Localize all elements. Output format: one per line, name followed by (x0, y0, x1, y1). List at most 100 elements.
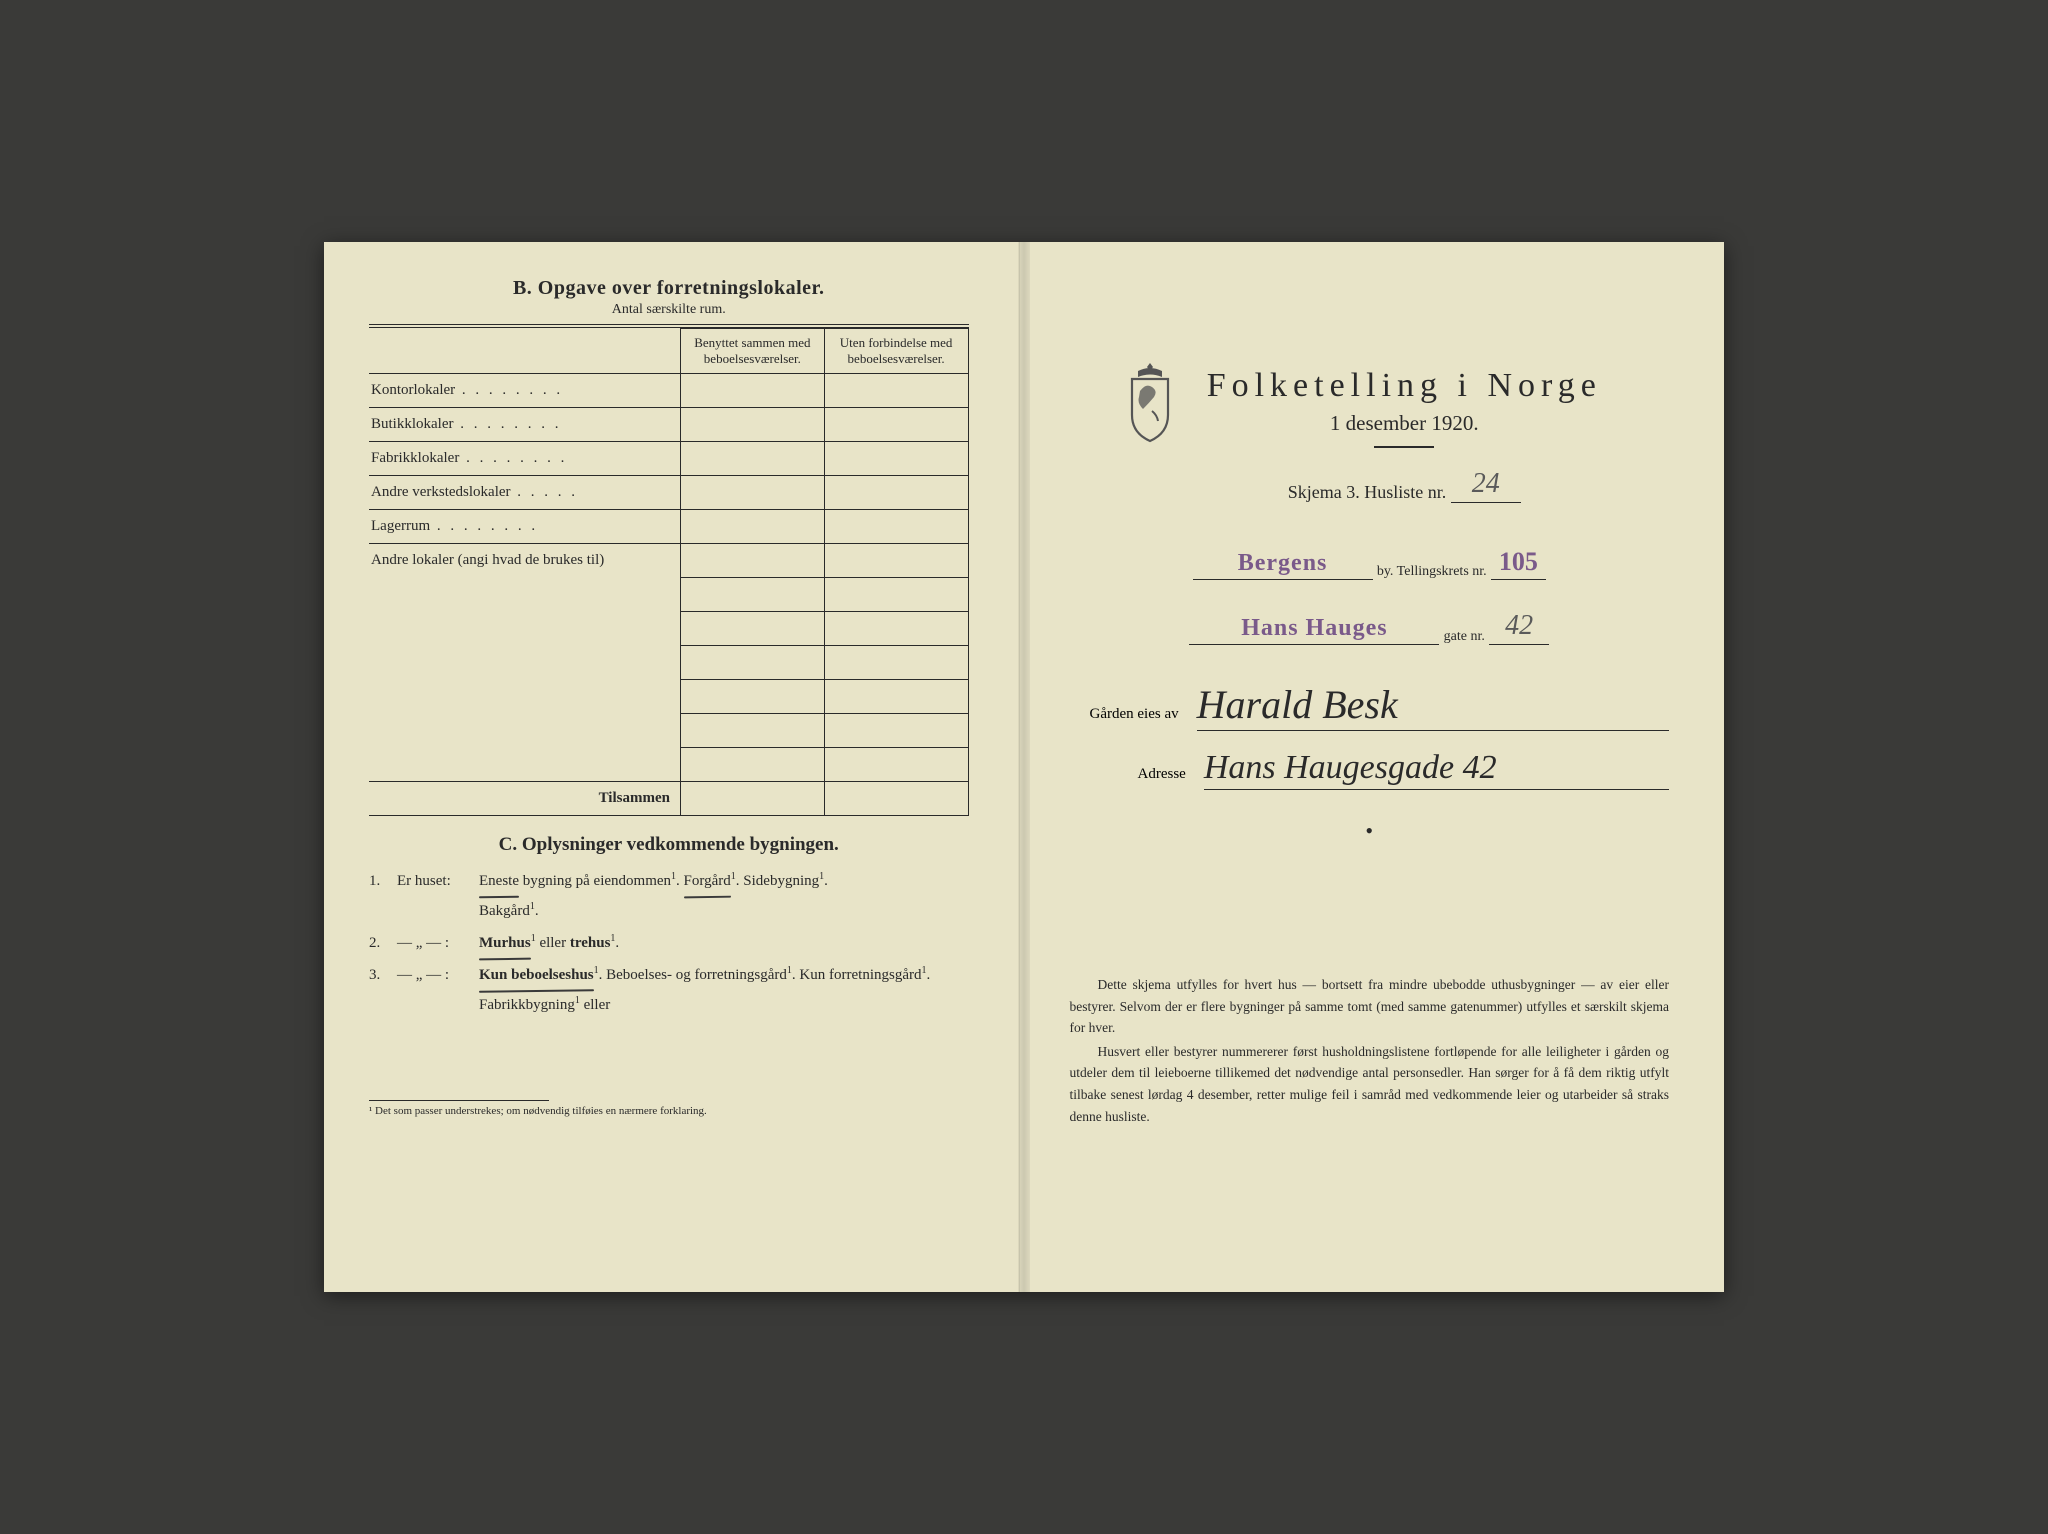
c-num: 3. (369, 960, 397, 1020)
owner-label: Gården eies av (1090, 706, 1179, 723)
underlined-option: Murhus (479, 928, 531, 958)
dot-separator: • (1070, 818, 1670, 844)
cell (824, 442, 968, 476)
cell (680, 612, 824, 646)
city-field: Bergens (1193, 550, 1373, 580)
cell (824, 782, 968, 816)
form-line: Skjema 3. Husliste nr. 24 (1140, 468, 1670, 503)
option-text: Fabrikkbygning (479, 997, 575, 1013)
cell (824, 374, 968, 408)
row-label-blank (369, 714, 680, 748)
table-head-col2: Uten forbindelse med beboelsesværelser. (824, 329, 968, 374)
c-lead: — „ — : (397, 960, 479, 1020)
section-c-title: C. Oplysninger vedkommende bygningen. (369, 834, 969, 856)
option-text: Beboelses- og forretningsgård (606, 967, 787, 983)
footnote: ¹ Det som passer understrekes; om nødven… (369, 1105, 969, 1117)
cell (824, 544, 968, 578)
underlined-option: Kun beboelseshus (479, 960, 594, 990)
cell (680, 578, 824, 612)
section-b-title: B. Opgave over forretningslokaler. (369, 277, 969, 300)
krets-nr-field: 105 (1491, 547, 1546, 580)
street-suffix-label: gate nr. (1444, 629, 1485, 644)
table-row (369, 714, 968, 748)
city-suffix-label: by. Tellingskrets nr. (1377, 564, 1487, 579)
option-text: eller (584, 997, 611, 1013)
table-row (369, 748, 968, 782)
table-row: Fabrikklokaler (369, 442, 968, 476)
option-text: eller (539, 935, 566, 951)
address-line: Adresse Hans Haugesgade 42 (1090, 749, 1670, 790)
cell (824, 680, 968, 714)
row-label-blank (369, 612, 680, 646)
table-row: Butikklokaler (369, 408, 968, 442)
c-lead: Er huset: (397, 866, 479, 926)
city-line: Bergens by. Tellingskrets nr. 105 (1070, 547, 1670, 580)
c-item-1: 1. Er huset: Eneste bygning på eiendomme… (369, 866, 969, 926)
business-premises-table: Benyttet sammen med beboelsesværelser. U… (369, 328, 969, 816)
c-num: 1. (369, 866, 397, 926)
c-item-2: 2. — „ — : Murhus1 eller trehus1. (369, 928, 969, 958)
table-row: Lagerrum (369, 510, 968, 544)
row-label: Fabrikklokaler (369, 442, 680, 476)
cell (824, 476, 968, 510)
cell (680, 680, 824, 714)
row-label-blank (369, 578, 680, 612)
cell (680, 374, 824, 408)
table-row: Andre lokaler (angi hvad de brukes til) (369, 544, 968, 578)
section-c: C. Oplysninger vedkommende bygningen. 1.… (369, 834, 969, 1020)
row-label: Butikklokaler (369, 408, 680, 442)
page-right: Folketelling i Norge 1 desember 1920. Sk… (1020, 242, 1725, 1292)
cell (680, 476, 824, 510)
table-row (369, 646, 968, 680)
row-label-blank (369, 680, 680, 714)
cell (680, 510, 824, 544)
cell (680, 782, 824, 816)
total-label: Tilsammen (369, 782, 680, 816)
row-label: Lagerrum (369, 510, 680, 544)
table-row (369, 680, 968, 714)
cell (824, 408, 968, 442)
main-date: 1 desember 1920. (1140, 411, 1670, 436)
census-document: B. Opgave over forretningslokaler. Antal… (324, 242, 1724, 1292)
cell (680, 544, 824, 578)
option-text: Kun forretningsgård (799, 967, 921, 983)
underlined-option: Eneste (479, 866, 519, 896)
row-label-blank (369, 748, 680, 782)
main-title: Folketelling i Norge (1140, 367, 1670, 405)
instructions-p2: Husvert eller bestyrer nummererer først … (1070, 1041, 1670, 1127)
cell (824, 714, 968, 748)
table-row (369, 578, 968, 612)
cell (824, 578, 968, 612)
cell (680, 714, 824, 748)
c-lead: — „ — : (397, 928, 479, 958)
cell (680, 748, 824, 782)
row-label: Andre lokaler (angi hvad de brukes til) (369, 544, 680, 578)
cell (824, 612, 968, 646)
address-label: Adresse (1138, 766, 1186, 783)
c-num: 2. (369, 928, 397, 958)
cell (680, 646, 824, 680)
table-head-empty (369, 329, 680, 374)
c-body: Kun beboelseshus1. Beboelses- og forretn… (479, 960, 969, 1020)
c-body: Eneste bygning på eiendommen1. Forgård1.… (479, 866, 969, 926)
title-rule (1374, 446, 1434, 448)
owner-block: Gården eies av Harald Besk Adresse Hans … (1090, 681, 1670, 790)
instructions-p1: Dette skjema utfylles for hvert hus — bo… (1070, 974, 1670, 1039)
husliste-nr-field: 24 (1451, 468, 1521, 503)
table-row-total: Tilsammen (369, 782, 968, 816)
cell (824, 748, 968, 782)
page-left: B. Opgave over forretningslokaler. Antal… (324, 242, 1020, 1292)
underlined-option: Forgård (684, 866, 731, 896)
title-block: Folketelling i Norge 1 desember 1920. Sk… (1070, 367, 1670, 503)
owner-field: Harald Besk (1197, 681, 1669, 731)
address-field: Hans Haugesgade 42 (1204, 749, 1669, 790)
gate-nr-field: 42 (1489, 610, 1549, 645)
row-label: Kontorlokaler (369, 374, 680, 408)
coat-of-arms-icon (1120, 361, 1180, 445)
table-head-col1: Benyttet sammen med beboelsesværelser. (680, 329, 824, 374)
table-row: Kontorlokaler (369, 374, 968, 408)
section-b-header: B. Opgave over forretningslokaler. Antal… (369, 277, 969, 318)
instructions-block: Dette skjema utfylles for hvert hus — bo… (1070, 974, 1670, 1127)
section-b-subtitle: Antal særskilte rum. (369, 302, 969, 318)
c-item-3: 3. — „ — : Kun beboelseshus1. Beboelses-… (369, 960, 969, 1020)
